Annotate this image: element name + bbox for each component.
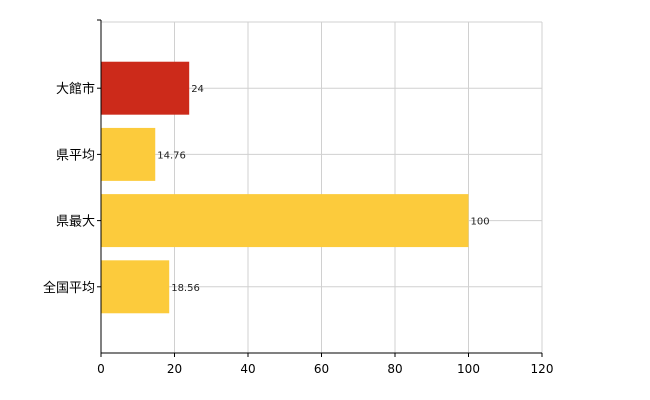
data-label: 100 xyxy=(471,217,490,228)
x-tick-label: 40 xyxy=(240,362,255,376)
bar xyxy=(101,61,190,115)
category-label: 全国平均 xyxy=(43,280,95,296)
x-tick-label: 80 xyxy=(387,362,402,376)
bar xyxy=(101,194,469,248)
category-label: 県最大 xyxy=(56,215,95,230)
x-tick-label: 20 xyxy=(167,362,182,376)
data-label: 24 xyxy=(191,84,204,95)
x-tick-label: 0 xyxy=(97,362,105,376)
bar xyxy=(101,260,170,314)
x-tick-label: 100 xyxy=(457,362,480,376)
data-label: 18.56 xyxy=(171,283,200,294)
data-label: 14.76 xyxy=(157,150,186,161)
category-label: 県平均 xyxy=(56,148,95,163)
x-tick-label: 60 xyxy=(314,362,329,376)
category-label: 大館市 xyxy=(56,81,95,97)
bar xyxy=(101,127,156,181)
x-tick-label: 120 xyxy=(531,362,554,376)
